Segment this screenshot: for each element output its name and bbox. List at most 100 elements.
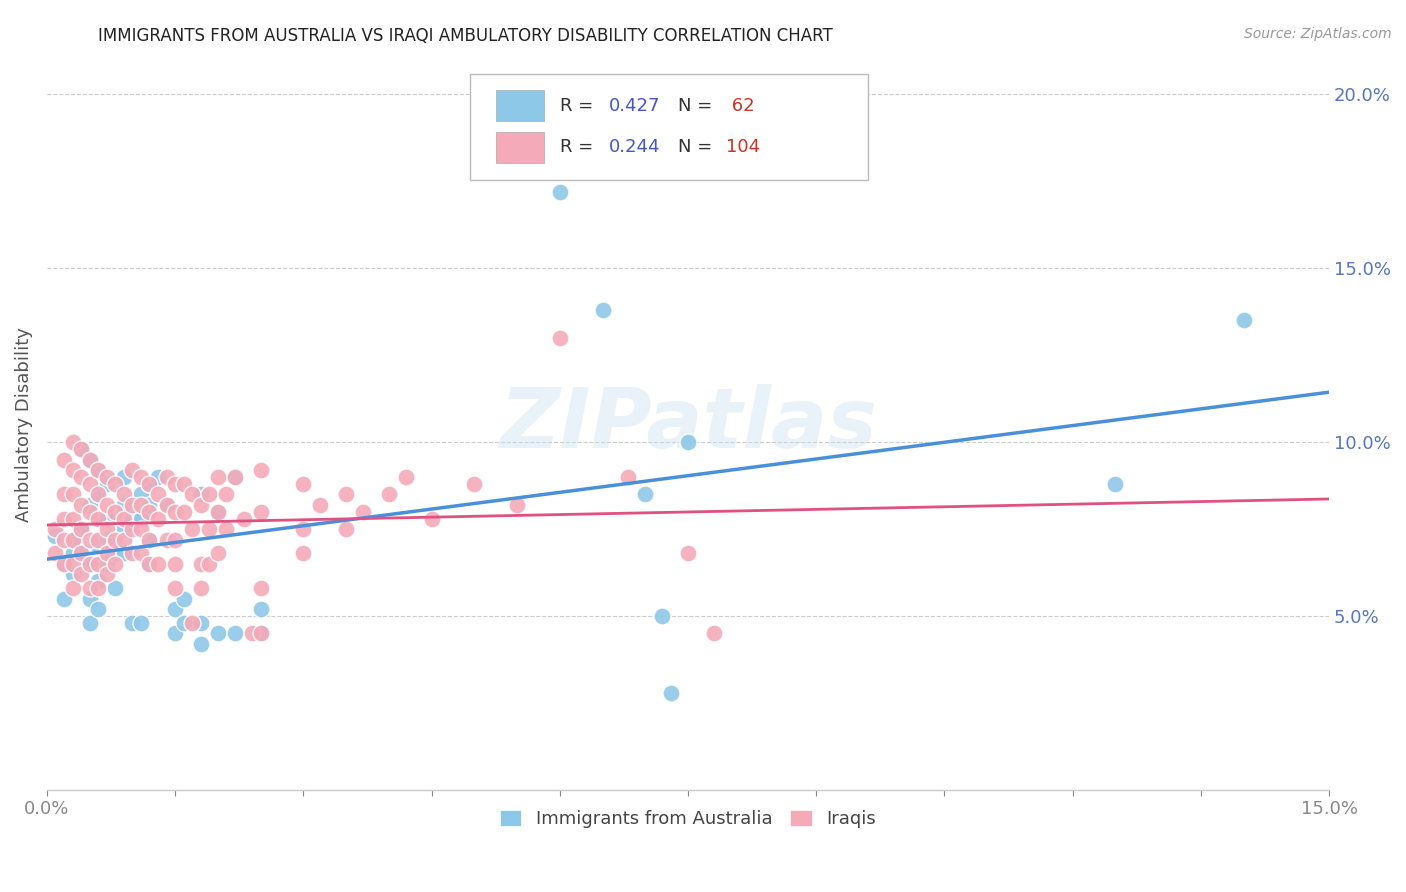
Point — [548, 331, 571, 345]
Point — [146, 470, 169, 484]
Text: ZIPatlas: ZIPatlas — [499, 384, 877, 466]
Point — [651, 609, 673, 624]
Point — [87, 533, 110, 547]
Point — [87, 511, 110, 525]
Point — [207, 470, 229, 484]
Point — [79, 505, 101, 519]
Point — [96, 470, 118, 484]
Point — [87, 511, 110, 525]
Text: 0.427: 0.427 — [609, 96, 659, 114]
Point — [207, 626, 229, 640]
Point — [79, 498, 101, 512]
Point — [292, 476, 315, 491]
Point — [165, 626, 187, 640]
FancyBboxPatch shape — [470, 74, 868, 180]
Point — [129, 487, 152, 501]
Point — [96, 546, 118, 560]
Point — [121, 498, 143, 512]
Point — [138, 557, 160, 571]
Point — [190, 557, 212, 571]
Point — [155, 498, 177, 512]
Point — [104, 476, 127, 491]
Point — [224, 626, 246, 640]
Legend: Immigrants from Australia, Iraqis: Immigrants from Australia, Iraqis — [492, 803, 883, 836]
Point — [79, 452, 101, 467]
Text: R =: R = — [560, 96, 599, 114]
Text: 62: 62 — [727, 96, 755, 114]
Point — [173, 505, 195, 519]
Point — [548, 185, 571, 199]
Point — [146, 511, 169, 525]
Point — [190, 581, 212, 595]
Point — [190, 637, 212, 651]
Point — [121, 463, 143, 477]
Point — [112, 498, 135, 512]
Point — [335, 522, 357, 536]
Point — [129, 498, 152, 512]
Point — [70, 470, 93, 484]
Point — [104, 505, 127, 519]
Point — [207, 505, 229, 519]
Y-axis label: Ambulatory Disability: Ambulatory Disability — [15, 327, 32, 522]
Point — [249, 602, 271, 616]
Point — [121, 546, 143, 560]
Text: Source: ZipAtlas.com: Source: ZipAtlas.com — [1244, 27, 1392, 41]
Point — [96, 533, 118, 547]
Point — [62, 463, 84, 477]
Point — [96, 498, 118, 512]
Point — [96, 522, 118, 536]
Point — [249, 463, 271, 477]
Text: 0.244: 0.244 — [609, 138, 659, 156]
Point — [224, 470, 246, 484]
Point — [62, 511, 84, 525]
Point — [215, 487, 238, 501]
Point — [129, 546, 152, 560]
Point — [53, 557, 76, 571]
Point — [104, 557, 127, 571]
Text: IMMIGRANTS FROM AUSTRALIA VS IRAQI AMBULATORY DISABILITY CORRELATION CHART: IMMIGRANTS FROM AUSTRALIA VS IRAQI AMBUL… — [98, 27, 834, 45]
Point — [249, 626, 271, 640]
Point — [87, 557, 110, 571]
Point — [121, 511, 143, 525]
Point — [378, 487, 401, 501]
Point — [249, 626, 271, 640]
Point — [181, 487, 204, 501]
Point — [352, 505, 374, 519]
Point — [87, 487, 110, 501]
Point — [129, 470, 152, 484]
Point — [79, 581, 101, 595]
Point — [173, 615, 195, 630]
Point — [96, 557, 118, 571]
Point — [146, 557, 169, 571]
Point — [138, 557, 160, 571]
Point — [1104, 476, 1126, 491]
Point — [70, 498, 93, 512]
Point — [70, 442, 93, 456]
Point — [87, 581, 110, 595]
Point — [87, 540, 110, 554]
Point — [240, 626, 263, 640]
Point — [62, 533, 84, 547]
Point — [79, 476, 101, 491]
Point — [292, 546, 315, 560]
Text: N =: N = — [678, 138, 717, 156]
Point — [62, 557, 84, 571]
Point — [104, 581, 127, 595]
Point — [112, 546, 135, 560]
Point — [138, 476, 160, 491]
Point — [112, 487, 135, 501]
Point — [112, 533, 135, 547]
Point — [146, 487, 169, 501]
Point — [53, 533, 76, 547]
Text: N =: N = — [678, 96, 717, 114]
Point — [44, 546, 66, 560]
Point — [224, 470, 246, 484]
Point — [121, 615, 143, 630]
Point — [79, 615, 101, 630]
Point — [232, 511, 254, 525]
Point — [181, 522, 204, 536]
Point — [138, 498, 160, 512]
Point — [112, 522, 135, 536]
Point — [165, 581, 187, 595]
Point — [215, 522, 238, 536]
